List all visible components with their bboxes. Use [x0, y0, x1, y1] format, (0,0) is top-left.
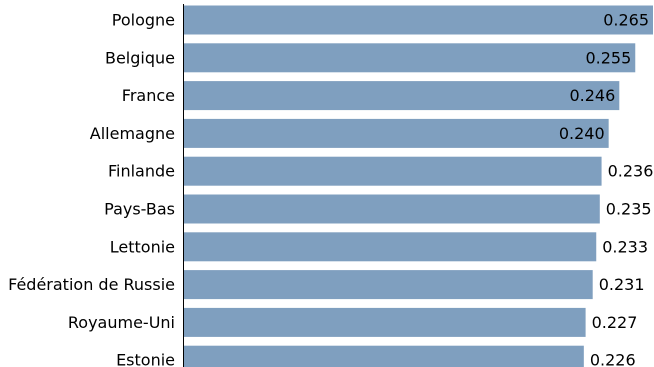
category-label: Finlande — [108, 162, 175, 181]
value-label: 0.227 — [592, 313, 638, 332]
bar — [183, 270, 593, 300]
bar — [183, 156, 602, 186]
category-label: Royaume-Uni — [68, 313, 175, 332]
bar — [183, 194, 600, 224]
category-label: Lettonie — [110, 237, 175, 256]
bar — [183, 81, 620, 111]
value-label: 0.255 — [585, 48, 631, 67]
value-label: 0.236 — [608, 162, 654, 181]
value-label: 0.231 — [599, 275, 645, 294]
category-label: Belgique — [105, 48, 175, 67]
value-label: 0.235 — [606, 200, 652, 219]
bar — [183, 232, 597, 262]
bar — [183, 118, 609, 148]
bar — [183, 307, 586, 337]
value-label: 0.233 — [602, 237, 648, 256]
category-label: Allemagne — [90, 124, 175, 143]
category-label: Pologne — [112, 11, 175, 30]
category-label: Fédération de Russie — [8, 275, 175, 294]
bar — [183, 345, 584, 367]
category-label: Estonie — [116, 351, 175, 367]
value-label: 0.246 — [569, 86, 615, 105]
category-labels-layer: Pologne Belgique France Allemagne Finlande Pa… — [8, 11, 175, 367]
category-label: France — [122, 86, 175, 105]
value-label: 0.265 — [603, 11, 649, 30]
value-label: 0.226 — [590, 351, 636, 367]
bar — [183, 5, 653, 35]
category-label: Pays-Bas — [104, 200, 175, 219]
bar — [183, 43, 636, 73]
bars-layer — [183, 5, 653, 367]
value-label: 0.240 — [559, 124, 605, 143]
